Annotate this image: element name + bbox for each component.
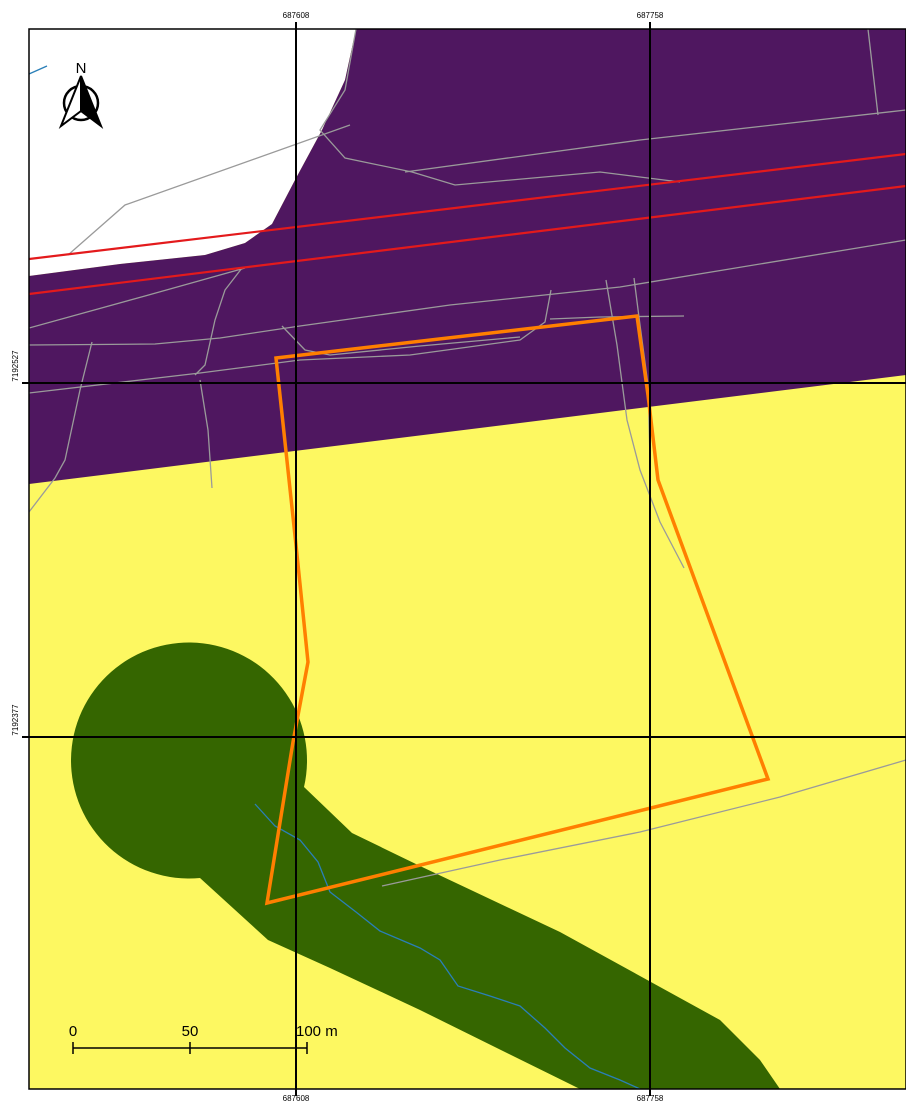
project-boundary (264, 314, 771, 906)
north-arrow: N (58, 60, 104, 129)
grid-label-top-x1: 687608 (283, 11, 310, 20)
north-arrow-right-half-icon (80, 75, 104, 129)
green-buffer-zone (71, 642, 780, 1089)
grid-lines (22, 22, 906, 1096)
north-label: N (76, 60, 87, 77)
grid-label-left-y1: 7192527 (11, 350, 20, 382)
grid-label-bottom-x2: 687758 (637, 1094, 664, 1103)
white-area (29, 29, 356, 276)
scale-label-0: 0 (69, 1023, 77, 1040)
grid-label-bottom-x1: 687608 (283, 1094, 310, 1103)
purple-zone (29, 29, 906, 484)
map-frame (28, 28, 906, 1090)
roads (29, 29, 906, 887)
scale-label-100: 100 m (296, 1023, 338, 1040)
rail-lines (29, 152, 906, 296)
scale-label-50: 50 (182, 1023, 199, 1040)
grid-label-top-x2: 687758 (637, 11, 664, 20)
scale-bar: 0 50 100 m (69, 1023, 338, 1054)
map-content (29, 29, 906, 1089)
stream (29, 65, 641, 1089)
grid-label-left-y2: 7192377 (11, 704, 20, 736)
